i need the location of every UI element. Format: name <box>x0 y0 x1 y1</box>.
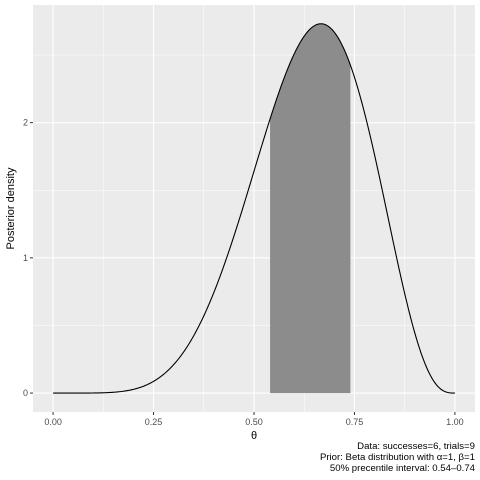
x-tick-label: 1.00 <box>446 417 464 427</box>
major-gridlines <box>33 5 475 412</box>
caption-interval-line: 50% precentile interval: 0.54–0.74 <box>329 463 475 474</box>
x-axis: 0.00 0.25 0.50 0.75 1.00 <box>44 412 464 427</box>
x-tick-label: 0.00 <box>44 417 62 427</box>
posterior-density-curve <box>53 23 455 394</box>
x-tick-label: 0.25 <box>145 417 163 427</box>
x-tick-label: 0.75 <box>346 417 364 427</box>
y-axis-title: Posterior density <box>5 167 17 249</box>
y-tick-label: 1 <box>23 253 28 263</box>
x-axis-title: θ <box>251 430 257 442</box>
y-axis: 0 1 2 <box>23 118 33 398</box>
y-tick-label: 2 <box>23 118 28 128</box>
y-tick-label: 0 <box>23 388 28 398</box>
percentile-interval-area <box>270 23 351 394</box>
caption-data-line: Data: successes=6, trials=9 <box>357 441 475 452</box>
caption-prior-line: Prior: Beta distribution with α=1, β=1 <box>319 452 475 463</box>
x-tick-label: 0.50 <box>245 417 263 427</box>
